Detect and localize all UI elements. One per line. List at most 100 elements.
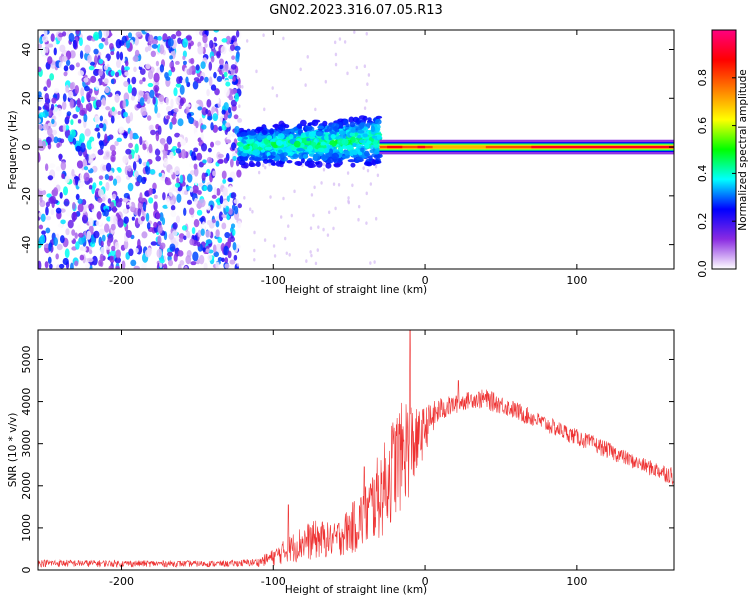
spectrogram-cell <box>43 102 50 110</box>
spectrogram-cell <box>174 166 181 176</box>
spectrogram-cell <box>232 75 237 82</box>
spectrogram-cell <box>155 60 160 67</box>
spectrogram-cell <box>144 30 152 33</box>
spectrogram-cell <box>67 219 74 229</box>
spectrogram-cell <box>148 143 153 154</box>
spectrogram-cell <box>39 195 43 203</box>
spectrogram-cell <box>353 30 356 34</box>
spectrogram-cell <box>158 94 165 103</box>
spectrogram-cell <box>211 219 217 224</box>
spectrogram-cell <box>209 39 214 49</box>
spectrogram-cell <box>373 123 381 130</box>
spectrogram-cell <box>105 162 112 172</box>
spectrogram-cell <box>183 207 187 217</box>
spectrogram-cell <box>47 127 53 137</box>
spectrogram-cell <box>283 124 290 129</box>
spectrogram-cell <box>163 157 169 167</box>
spectrogram-cell <box>132 189 137 200</box>
spectrogram-cell <box>117 110 122 115</box>
spectrogram-cell <box>56 243 63 251</box>
spectrogram-cell <box>95 99 102 108</box>
spectrogram-cell <box>207 254 213 261</box>
spectrogram-cell <box>131 87 137 97</box>
spectrogram-cell <box>191 227 196 235</box>
spectrogram-cell <box>82 246 87 252</box>
spectrogram-cell <box>137 208 142 217</box>
spectrogram-cell <box>349 132 356 137</box>
spectrogram-cell <box>242 150 250 154</box>
spectrogram-cell <box>50 103 55 111</box>
spectrogram-cell <box>145 212 150 222</box>
spectrogram-cell <box>179 174 184 184</box>
spectrogram-cell <box>139 192 143 202</box>
spectrogram-cell <box>174 182 181 188</box>
spectrogram-cell <box>98 180 103 186</box>
spectrogram-cell <box>363 64 367 69</box>
spectrogram-cell <box>176 177 180 185</box>
spectrogram-cell <box>212 124 219 133</box>
spectrogram-cell <box>279 163 284 168</box>
spectrogram-cell <box>139 136 143 146</box>
spectrogram-cell <box>170 205 176 211</box>
spectrogram-cell <box>133 152 139 162</box>
spectrogram-cell <box>69 98 74 109</box>
spectrogram-cell <box>144 190 150 197</box>
spectrogram-frame <box>37 29 675 270</box>
x-tick-label: -200 <box>109 274 134 287</box>
spectrogram-cell <box>277 133 285 140</box>
x-tick-label: 0 <box>422 274 429 287</box>
spectrogram-cell <box>300 143 305 148</box>
spectrogram-cell <box>255 69 258 74</box>
spectrogram-cell <box>296 123 303 129</box>
spectrogram-cell <box>204 43 208 48</box>
spectrogram-cell <box>351 183 354 188</box>
spectrogram-cell <box>47 56 53 65</box>
spectrogram-cell <box>83 172 90 182</box>
spectrogram-cell <box>194 177 198 186</box>
spectrogram-cell <box>358 139 365 144</box>
spectrogram-cell <box>359 122 365 129</box>
spectrogram-cell <box>38 185 45 191</box>
colorbar-ticks: 0.0 0.2 0.4 0.6 0.8 <box>696 69 736 278</box>
spectrogram-cell <box>134 49 140 57</box>
spectrogram-cell <box>59 138 65 144</box>
spectrogram-cell <box>216 75 223 82</box>
spectrogram-cell <box>77 232 84 238</box>
y-tick-label: 0 <box>20 144 33 151</box>
spectrogram-cell <box>46 78 52 88</box>
spectrogram-cell <box>373 150 380 155</box>
spectrogram-cell <box>215 243 222 254</box>
spectrogram-cell <box>48 110 52 117</box>
spectrogram-cell <box>91 255 98 266</box>
spectrogram-cell <box>356 143 362 149</box>
spectrogram-cell <box>216 50 221 59</box>
spectrogram-core <box>417 145 426 149</box>
spectrogram-cell <box>38 118 41 124</box>
spectrogram-cell <box>322 167 326 172</box>
spectrogram-cell <box>155 155 161 162</box>
spectrogram-cell <box>104 133 108 143</box>
spectrogram-cell <box>173 253 178 262</box>
spectrogram-cell <box>350 127 356 133</box>
spectrogram-cell <box>152 96 156 105</box>
spectrogram-cell <box>134 247 139 254</box>
spectrogram-cell <box>193 163 198 170</box>
spectrogram-cell <box>376 173 380 178</box>
spectrogram-cell <box>233 199 239 204</box>
spectrogram-cell <box>45 215 52 221</box>
spectrogram-cell <box>206 219 212 226</box>
spectrogram-cell <box>253 157 262 162</box>
spectrogram-cell <box>175 215 181 224</box>
spectrogram-cell <box>283 236 287 241</box>
spectrogram-cell <box>55 253 59 260</box>
spectrogram-cell <box>153 194 158 199</box>
spectrogram-cell <box>103 208 109 217</box>
spectrogram-cell <box>38 152 41 163</box>
spectrogram-cell <box>142 77 146 82</box>
spectrogram-cell <box>116 51 120 60</box>
spectrogram-cell <box>150 50 157 58</box>
spectrogram-cell <box>65 59 71 66</box>
spectrogram-cell <box>159 64 165 73</box>
spectrogram-cell <box>183 190 189 196</box>
spectrogram-cell <box>369 182 373 186</box>
